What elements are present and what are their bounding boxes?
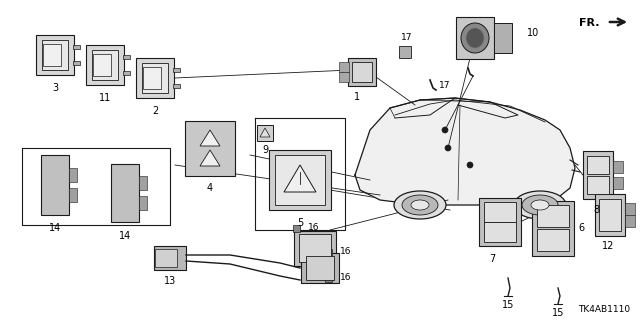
- Text: 16: 16: [308, 223, 319, 233]
- Bar: [484, 222, 516, 242]
- Bar: [294, 230, 336, 266]
- Bar: [43, 44, 61, 66]
- Bar: [141, 63, 168, 93]
- Bar: [42, 40, 68, 70]
- Bar: [352, 62, 372, 82]
- Text: 4: 4: [207, 183, 213, 193]
- Ellipse shape: [411, 200, 429, 210]
- Bar: [73, 44, 80, 49]
- Text: 16: 16: [340, 247, 351, 257]
- Bar: [399, 46, 411, 58]
- Text: FR.: FR.: [579, 18, 600, 28]
- Bar: [324, 249, 332, 255]
- Ellipse shape: [466, 28, 484, 48]
- Bar: [537, 229, 569, 251]
- Ellipse shape: [461, 23, 489, 53]
- Bar: [185, 121, 235, 175]
- Bar: [583, 151, 613, 199]
- Bar: [595, 194, 625, 236]
- Ellipse shape: [402, 195, 438, 215]
- Text: 9: 9: [262, 145, 268, 155]
- Bar: [299, 234, 331, 262]
- Text: 13: 13: [164, 276, 176, 286]
- Bar: [625, 203, 635, 215]
- Text: 15: 15: [502, 300, 514, 310]
- Bar: [154, 246, 186, 270]
- Text: 5: 5: [297, 218, 303, 228]
- Text: 14: 14: [119, 231, 131, 241]
- Bar: [41, 155, 69, 215]
- Bar: [587, 156, 609, 174]
- Text: 16: 16: [340, 274, 351, 283]
- Bar: [301, 253, 339, 283]
- Ellipse shape: [514, 191, 566, 219]
- Bar: [324, 275, 332, 282]
- Text: 10: 10: [527, 28, 540, 38]
- Bar: [69, 168, 77, 182]
- Bar: [73, 60, 80, 65]
- Bar: [625, 215, 635, 227]
- Bar: [339, 62, 349, 72]
- Text: 17: 17: [439, 81, 451, 90]
- Bar: [613, 161, 623, 173]
- Text: 17: 17: [401, 33, 413, 42]
- Polygon shape: [355, 98, 575, 205]
- Polygon shape: [284, 165, 316, 192]
- Bar: [69, 188, 77, 202]
- Bar: [599, 199, 621, 231]
- Ellipse shape: [522, 195, 558, 215]
- Bar: [456, 17, 494, 59]
- Text: 6: 6: [578, 223, 584, 233]
- Text: 12: 12: [602, 241, 614, 251]
- Bar: [339, 72, 349, 82]
- Ellipse shape: [531, 200, 549, 210]
- Text: 14: 14: [49, 223, 61, 233]
- Ellipse shape: [445, 145, 451, 151]
- Bar: [143, 67, 161, 89]
- Bar: [139, 176, 147, 190]
- Ellipse shape: [394, 191, 446, 219]
- Text: TK4AB1110: TK4AB1110: [578, 305, 630, 314]
- Bar: [136, 58, 174, 98]
- Polygon shape: [260, 128, 270, 137]
- Text: 11: 11: [99, 93, 111, 103]
- Bar: [587, 176, 609, 194]
- Bar: [111, 164, 139, 222]
- Bar: [537, 205, 569, 227]
- Bar: [613, 177, 623, 189]
- Bar: [257, 125, 273, 141]
- Text: 2: 2: [152, 106, 158, 116]
- Bar: [479, 198, 521, 246]
- Bar: [93, 54, 111, 76]
- Bar: [292, 225, 300, 231]
- Text: 7: 7: [489, 254, 495, 264]
- Bar: [494, 23, 512, 53]
- Text: 15: 15: [552, 308, 564, 318]
- Bar: [92, 50, 118, 80]
- Bar: [275, 155, 325, 205]
- Bar: [348, 58, 376, 86]
- Bar: [173, 84, 180, 88]
- Bar: [123, 55, 130, 60]
- Ellipse shape: [442, 127, 448, 133]
- Bar: [123, 71, 130, 76]
- Bar: [484, 202, 516, 222]
- Text: 3: 3: [52, 83, 58, 93]
- Bar: [173, 68, 180, 72]
- Bar: [155, 249, 177, 267]
- Bar: [532, 201, 574, 255]
- Bar: [269, 150, 331, 210]
- Polygon shape: [200, 130, 220, 146]
- Ellipse shape: [467, 162, 473, 168]
- Bar: [36, 35, 74, 75]
- Bar: [86, 45, 124, 85]
- Text: 8: 8: [593, 205, 599, 215]
- Text: 1: 1: [354, 92, 360, 102]
- Bar: [139, 196, 147, 210]
- Bar: [306, 256, 334, 280]
- Polygon shape: [200, 150, 220, 166]
